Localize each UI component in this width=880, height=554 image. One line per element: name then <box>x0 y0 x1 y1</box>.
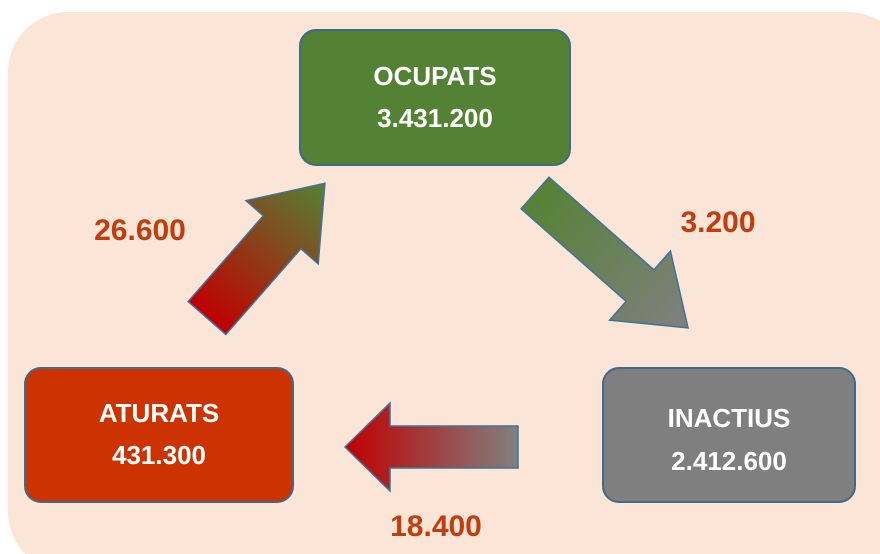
node-label: INACTIUS <box>668 403 791 433</box>
node-box <box>602 367 856 503</box>
node-value: 431.300 <box>112 440 206 470</box>
node-value: 3.431.200 <box>377 103 493 133</box>
node-box <box>299 29 571 166</box>
node-label: OCUPATS <box>373 61 496 91</box>
arrow-down <box>520 176 689 329</box>
flow-label: 18.400 <box>390 510 482 543</box>
node-label: ATURATS <box>99 398 219 428</box>
flow-label: 3.200 <box>680 206 755 239</box>
arrow-up <box>187 182 326 336</box>
node-value: 2.412.600 <box>671 446 787 476</box>
node-box <box>24 367 294 503</box>
flow-label: 26.600 <box>94 214 186 247</box>
arrow-left <box>343 401 519 493</box>
